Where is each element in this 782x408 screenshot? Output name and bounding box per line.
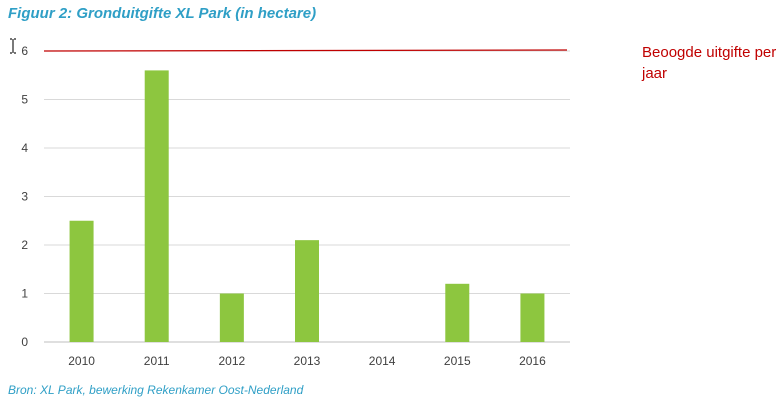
y-tick-label: 4: [21, 141, 28, 155]
x-tick-label: 2011: [144, 354, 170, 368]
y-tick-label: 3: [21, 190, 28, 204]
y-tick-label: 6: [21, 44, 28, 58]
bar: [144, 70, 169, 343]
text-cursor-icon: [10, 38, 16, 54]
x-tick-label: 2013: [294, 354, 321, 368]
bar: [445, 283, 470, 342]
reference-line: [43, 49, 568, 52]
source-note: Bron: XL Park, bewerking Rekenkamer Oost…: [8, 383, 304, 397]
bar: [295, 240, 319, 342]
x-tick-label: 2016: [519, 354, 546, 368]
bar: [520, 293, 545, 342]
x-tick-label: 2010: [68, 354, 95, 368]
x-tick-label: 2014: [369, 354, 396, 368]
bar: [69, 220, 94, 342]
y-tick-label: 0: [21, 335, 28, 349]
bar: [219, 293, 244, 342]
x-tick-label: 2012: [219, 354, 246, 368]
y-tick-label: 5: [21, 93, 28, 107]
bar-chart: 0 1 2 3 4 5 6 2010 2011 2012 2013 2014 2015 2016: [21, 44, 570, 368]
y-tick-label: 1: [21, 287, 28, 301]
figure-title: Figuur 2: Gronduitgifte XL Park (in hect…: [8, 5, 317, 22]
x-tick-label: 2015: [444, 354, 471, 368]
y-tick-label: 2: [21, 238, 28, 252]
reference-line-label: Beoogde uitgifte per jaar: [642, 44, 777, 82]
